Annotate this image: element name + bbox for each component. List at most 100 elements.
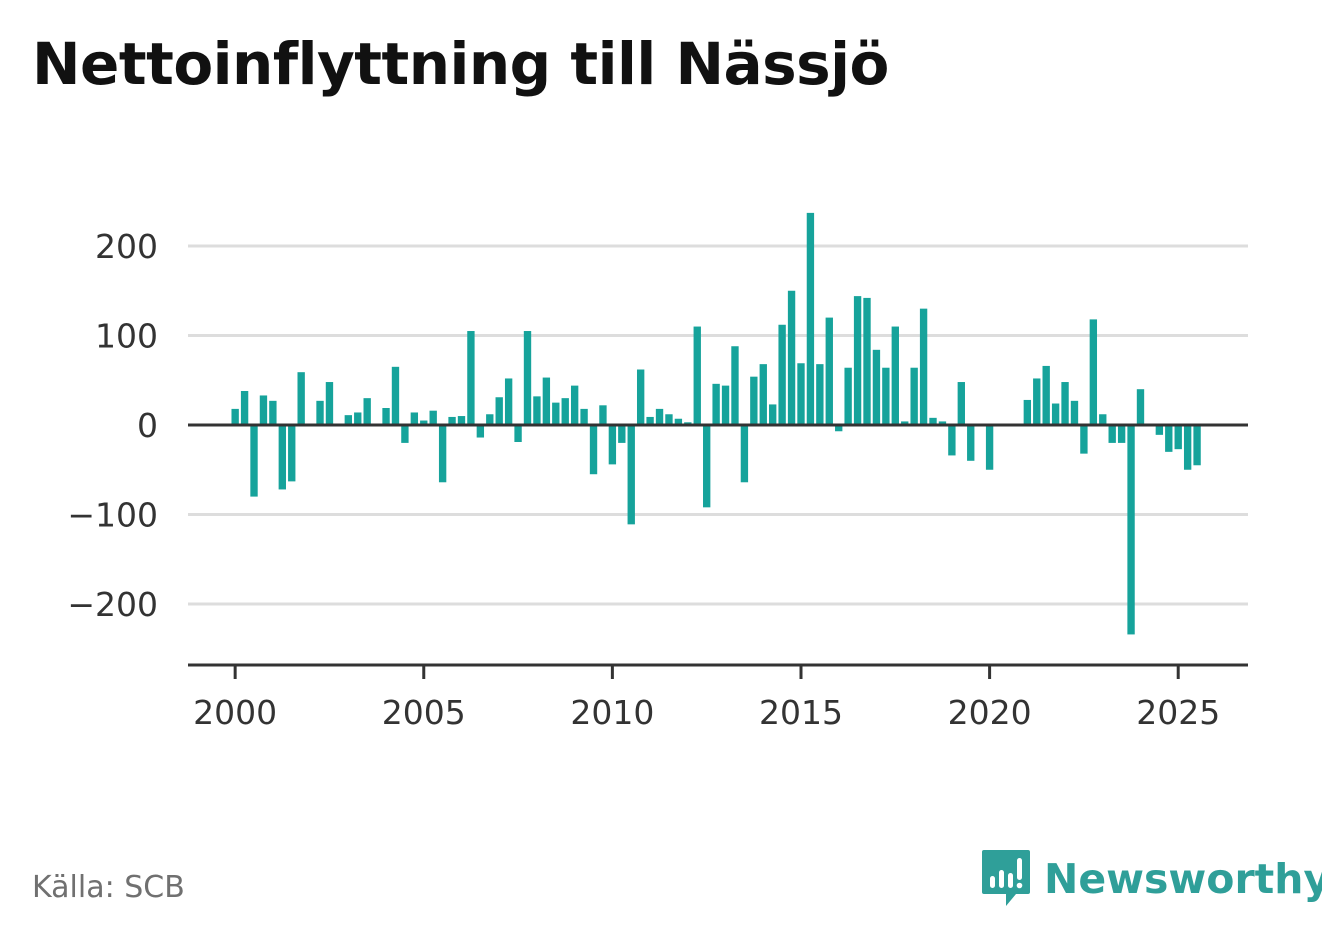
bar: 2007-Q3: -19 xyxy=(514,425,522,442)
bar: 2008-Q2: 53 xyxy=(542,377,551,425)
bar: 2001-Q3: -63 xyxy=(288,425,296,482)
bar: 2018-Q2: 130 xyxy=(919,308,928,425)
bar: 2011-Q2: 18 xyxy=(655,408,664,425)
bar: 2019-Q2: 48 xyxy=(957,382,965,425)
bar: 2025-Q3: -45 xyxy=(1193,425,1201,466)
bar: 2006-Q4: 12 xyxy=(486,414,494,425)
bar: 2014-Q4: 150 xyxy=(787,290,796,425)
x-tick-label: 2005 xyxy=(382,693,466,732)
bar: 2017-Q3: 110 xyxy=(891,326,899,425)
bar: 2013-Q1: 44 xyxy=(721,385,730,425)
bar: 2013-Q4: 54 xyxy=(750,376,758,425)
bar: 2014-Q1: 68 xyxy=(759,364,767,425)
bar: 2022-Q2: 27 xyxy=(1070,400,1079,425)
x-tick-label: 2010 xyxy=(570,693,654,732)
bar: 2023-Q4: -234 xyxy=(1127,425,1135,635)
bar: 2006-Q1: 10 xyxy=(457,416,466,425)
bar: 2023-Q1: 12 xyxy=(1099,414,1107,425)
x-tick-label: 2015 xyxy=(759,693,843,732)
brand-name: Newsworthy xyxy=(1044,855,1322,903)
source-note: Källa: SCB xyxy=(32,870,185,905)
y-axis-ticks: −200 −100 0 100 200 xyxy=(67,227,158,624)
bar: 2011-Q3: 12 xyxy=(665,414,673,425)
bar: 2006-Q3: -14 xyxy=(476,425,485,438)
bar: 2008-Q1: 32 xyxy=(533,396,541,425)
bar: 2011-Q1: 9 xyxy=(646,416,654,425)
bar: 2015-Q3: 68 xyxy=(816,364,824,425)
y-tick-label: 0 xyxy=(137,406,158,445)
bar: 2025-Q2: -50 xyxy=(1183,425,1192,470)
bar: 2007-Q2: 52 xyxy=(504,378,513,425)
bar: 2009-Q4: 22 xyxy=(599,405,607,425)
bar: 2024-Q4: -30 xyxy=(1165,425,1173,452)
bar: 2000-Q4: 33 xyxy=(259,395,268,425)
bar: 2001-Q2: -72 xyxy=(278,425,286,490)
bar: 2004-Q3: -20 xyxy=(401,425,409,443)
bar: 2018-Q4: 4 xyxy=(938,421,947,425)
bar: 2015-Q2: 237 xyxy=(806,212,815,425)
x-tick-label: 2000 xyxy=(193,693,277,732)
bar: 2003-Q3: 30 xyxy=(363,398,371,425)
chart-title: Nettoinflyttning till Nässjö xyxy=(32,30,889,98)
x-tick-label: 2020 xyxy=(948,693,1032,732)
bar: 2015-Q4: 120 xyxy=(825,317,833,425)
bar: 2012-Q2: 110 xyxy=(693,326,701,425)
bar: 2016-Q4: 142 xyxy=(863,297,871,425)
gridlines xyxy=(188,244,1248,606)
bar: 2016-Q2: 64 xyxy=(844,367,852,425)
bar: 2017-Q2: 64 xyxy=(882,367,890,425)
bar: 2008-Q3: 25 xyxy=(552,402,560,426)
x-tick-label: 2025 xyxy=(1136,693,1220,732)
bar: 2010-Q3: -111 xyxy=(627,425,635,525)
bar: 2021-Q1: 28 xyxy=(1023,399,1032,425)
bar: 2005-Q4: 9 xyxy=(448,416,456,425)
bar: 2011-Q4: 7 xyxy=(674,418,683,425)
bar: 2006-Q2: 105 xyxy=(467,331,475,425)
bar: 2004-Q4: 14 xyxy=(410,412,419,425)
bar: 2004-Q1: 19 xyxy=(382,408,390,425)
bar: 2001-Q4: 59 xyxy=(297,372,305,425)
bar: 2016-Q3: 144 xyxy=(853,296,862,425)
bar: 2012-Q3: -92 xyxy=(703,425,711,508)
bar: 2016-Q1: -7 xyxy=(835,425,843,432)
bar: 2008-Q4: 30 xyxy=(561,398,569,425)
bar: 2012-Q4: 46 xyxy=(712,383,720,425)
bar: 2018-Q1: 64 xyxy=(910,367,918,425)
bar: 2013-Q2: 88 xyxy=(731,346,739,425)
bar: 2014-Q2: 23 xyxy=(769,404,777,425)
bar: 2018-Q3: 8 xyxy=(929,417,937,425)
bar: 2004-Q2: 65 xyxy=(391,366,400,425)
bar: 2010-Q1: -44 xyxy=(608,425,617,465)
y-tick-label: 200 xyxy=(95,227,158,266)
bar: 2013-Q3: -64 xyxy=(740,425,749,483)
bar: 2015-Q1: 69 xyxy=(797,363,805,425)
bar: 2024-Q1: 40 xyxy=(1136,389,1145,425)
bar: 2020-Q1: -50 xyxy=(985,425,994,470)
bar: 2005-Q2: 16 xyxy=(429,410,437,425)
bar: 2024-Q3: -11 xyxy=(1155,425,1164,435)
bar: 2005-Q1: 5 xyxy=(420,420,428,425)
bar: 2019-Q3: -40 xyxy=(967,425,975,461)
bar: 2021-Q2: 52 xyxy=(1033,378,1041,425)
bar: 2023-Q2: -20 xyxy=(1108,425,1116,443)
bar: 2021-Q3: 66 xyxy=(1042,365,1050,425)
bar: 2000-Q1: 18 xyxy=(231,408,239,425)
bar: 2014-Q3: 112 xyxy=(778,324,786,425)
bars: 2000-Q1: 182000-Q2: 382000-Q3: -802000-Q… xyxy=(231,212,1201,635)
y-tick-label: −200 xyxy=(67,585,158,624)
newsworthy-logo-icon xyxy=(982,850,1030,906)
bar: 2022-Q1: 48 xyxy=(1061,382,1069,425)
bar: 2003-Q1: 11 xyxy=(344,415,352,425)
bar: 2009-Q1: 44 xyxy=(570,385,579,425)
bar: 2022-Q4: 118 xyxy=(1089,319,1098,425)
bar: 2007-Q4: 105 xyxy=(523,331,532,425)
bar: 2017-Q4: 4 xyxy=(901,421,909,425)
bar: 2021-Q4: 24 xyxy=(1051,403,1060,425)
bar: 2017-Q1: 84 xyxy=(872,349,881,425)
bar: 2009-Q2: 18 xyxy=(580,408,588,425)
bar: 2010-Q4: 62 xyxy=(636,369,645,425)
bar: 2000-Q2: 38 xyxy=(240,390,249,425)
